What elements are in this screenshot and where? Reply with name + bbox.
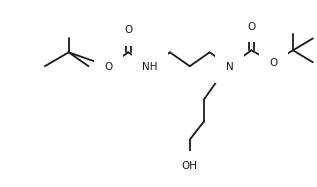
Text: N: N [226,62,233,72]
Text: O: O [269,58,277,68]
Text: NH: NH [142,62,158,72]
Text: O: O [104,62,113,72]
Text: OH: OH [182,161,198,171]
Text: O: O [247,22,256,31]
Text: O: O [124,25,133,36]
